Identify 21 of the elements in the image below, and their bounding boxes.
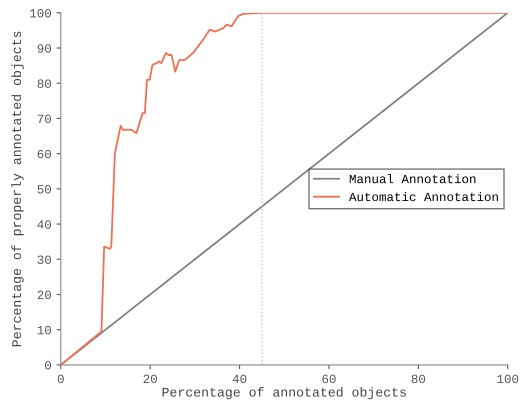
y-tick-label: 20 (38, 290, 51, 300)
y-tick-label: 30 (38, 255, 51, 264)
y-tick-label: 90 (38, 44, 51, 53)
y-tick-label: 100 (30, 9, 51, 18)
x-tick-label: 20 (144, 374, 157, 384)
y-tick-label: 0 (45, 361, 51, 370)
y-tick-label: 50 (38, 185, 51, 194)
x-tick-label: 100 (497, 374, 518, 384)
x-tick-label: 80 (412, 374, 426, 384)
x-tick-label: 60 (322, 374, 336, 384)
legend-label: Automatic Annotation (348, 192, 498, 202)
x-axis-title: Percentage of annotated objects (162, 386, 406, 400)
y-tick-label: 40 (37, 220, 51, 229)
y-tick-label: 60 (38, 150, 51, 158)
y-tick-label: 10 (38, 326, 51, 334)
x-tick-label: 0 (58, 374, 64, 384)
y-tick-label: 70 (38, 114, 51, 124)
x-tick-label: 40 (232, 374, 246, 384)
y-tick-label: 80 (38, 79, 51, 88)
legend-label: Manual Annotation (350, 174, 476, 184)
y-axis-title: Percentage of properly annotated objects (11, 32, 24, 346)
